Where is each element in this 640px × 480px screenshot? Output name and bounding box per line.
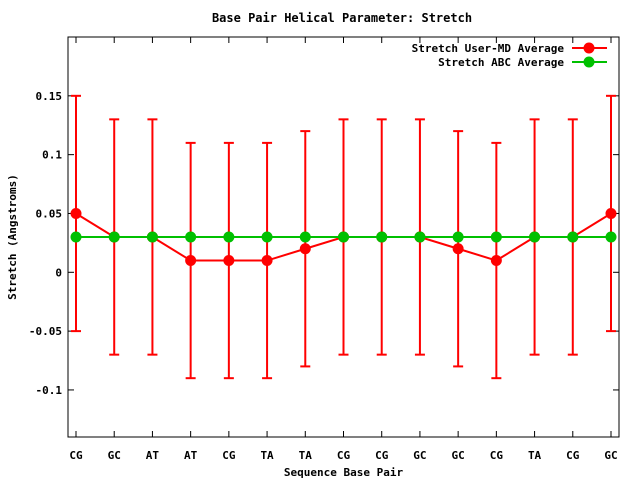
x-tick-label: CG xyxy=(375,449,389,462)
x-tick-label: GC xyxy=(452,449,465,462)
data-point xyxy=(261,231,273,243)
data-point xyxy=(70,207,82,219)
data-point xyxy=(414,231,426,243)
data-point xyxy=(376,231,388,243)
data-point xyxy=(223,255,235,267)
y-tick-label: 0.15 xyxy=(36,90,63,103)
x-tick-label: AT xyxy=(146,449,160,462)
data-point xyxy=(605,231,617,243)
x-tick-label: GC xyxy=(413,449,426,462)
x-tick-label: GC xyxy=(108,449,121,462)
data-point xyxy=(299,243,311,255)
data-point xyxy=(490,231,502,243)
x-axis: CG GC AT AT CG TA TA CG CG GC GC CG TA CG GC xyxy=(69,37,618,462)
data-point xyxy=(529,231,541,243)
data-point xyxy=(567,231,579,243)
chart-title: Base Pair Helical Parameter: Stretch xyxy=(212,11,472,25)
y-tick-label: -0.1 xyxy=(36,384,63,397)
x-tick-label: AT xyxy=(184,449,198,462)
x-tick-label: CG xyxy=(566,449,580,462)
x-tick-label: CG xyxy=(69,449,83,462)
x-tick-label: GC xyxy=(604,449,617,462)
series-1 xyxy=(70,231,617,243)
data-point xyxy=(185,231,197,243)
data-point xyxy=(146,231,158,243)
y-tick-label: 0.05 xyxy=(36,207,63,220)
data-point xyxy=(605,207,617,219)
data-point xyxy=(108,231,120,243)
y-tick-label: 0 xyxy=(55,266,62,279)
data-point xyxy=(452,243,464,255)
data-point xyxy=(261,255,273,267)
legend-marker xyxy=(583,56,595,68)
legend-marker xyxy=(583,42,595,54)
data-point xyxy=(70,231,82,243)
series-layer xyxy=(70,94,617,380)
legend-label: Stretch ABC Average xyxy=(438,56,564,69)
legend-label: Stretch User-MD Average xyxy=(412,42,565,55)
x-tick-label: CG xyxy=(222,449,236,462)
x-tick-label: TA xyxy=(260,449,274,462)
data-point xyxy=(338,231,349,243)
data-point xyxy=(299,231,311,243)
x-tick-label: CG xyxy=(337,449,351,462)
x-tick-label: TA xyxy=(528,449,542,462)
data-point xyxy=(452,231,464,243)
y-tick-label: -0.05 xyxy=(29,325,62,338)
data-point xyxy=(490,255,502,267)
x-axis-label: Sequence Base Pair xyxy=(284,466,404,479)
data-point xyxy=(185,255,197,267)
data-point xyxy=(223,231,235,243)
y-tick-label: 0.1 xyxy=(42,149,62,162)
y-axis-label: Stretch (Angstroms) xyxy=(6,174,19,300)
x-tick-label: TA xyxy=(299,449,313,462)
x-tick-label: CG xyxy=(490,449,504,462)
